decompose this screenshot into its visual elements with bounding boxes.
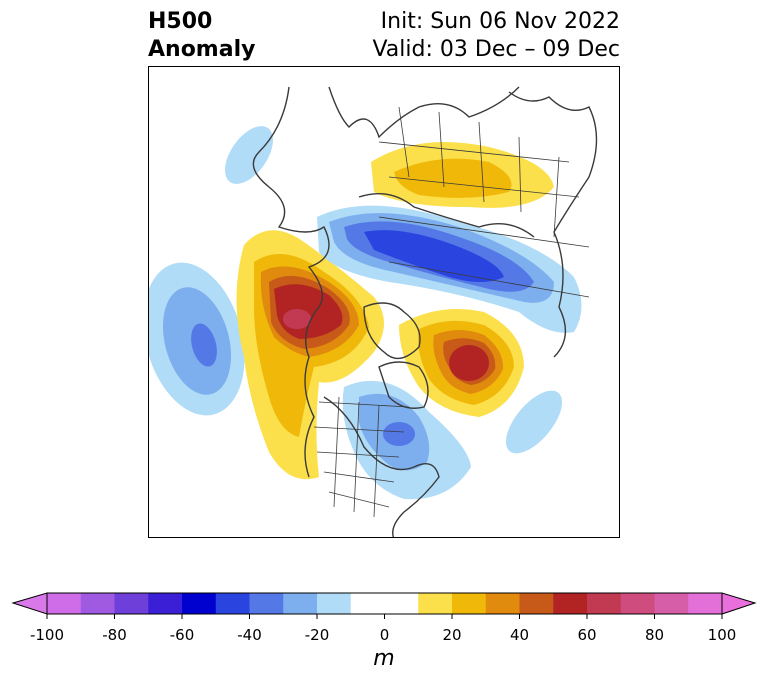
colorbar-ticks (46, 614, 723, 619)
anomaly-map (149, 86, 598, 537)
colorbar-tick-label: -60 (169, 626, 195, 644)
title-anomaly: Anomaly (148, 37, 256, 62)
colorbar-tick-label: -40 (237, 626, 262, 644)
colorbar-tick-label: -80 (102, 626, 127, 644)
colorbar-bin (148, 593, 183, 614)
colorbar-bin (114, 593, 149, 614)
colorbar-bin (688, 593, 723, 614)
colorbar-bin (654, 593, 689, 614)
colorbar-bin (587, 593, 622, 614)
colorbar-bin (80, 593, 115, 614)
colorbar-over-arrow (721, 592, 757, 615)
colorbar-bin (418, 593, 453, 614)
colorbar-bin (350, 593, 419, 614)
colorbar-bin (182, 593, 217, 614)
colorbar-tick-label: 60 (577, 626, 597, 644)
colorbar-bin (317, 593, 352, 614)
colorbar-tick-label: 20 (442, 626, 462, 644)
colorbar-bin (283, 593, 318, 614)
title-variable: H500 (148, 9, 213, 34)
colorbar-under-arrow (11, 592, 48, 615)
coastlines (252, 86, 598, 537)
colorbar-tick-label: -100 (29, 626, 65, 644)
title-right: Init: Sun 06 Nov 2022 Valid: 03 Dec – 09… (372, 8, 620, 64)
positive-anomaly-alaska-canada (236, 230, 384, 480)
negative-anomaly-north-pacific (149, 262, 245, 416)
colorbar-tick-label: 100 (707, 626, 737, 644)
title-left: H500 Anomaly (148, 8, 255, 64)
colorbar-bin (620, 593, 655, 614)
colorbar (11, 592, 757, 619)
colorbar-bin (47, 593, 82, 614)
colorbar-bins (47, 593, 723, 614)
colorbar-bin (519, 593, 554, 614)
colorbar-bin (215, 593, 250, 614)
colorbar-bin (553, 593, 588, 614)
colorbar-bin (452, 593, 487, 614)
positive-anomaly-greenland-europe (399, 308, 524, 417)
colorbar-tick-label: -20 (304, 626, 330, 644)
map-panel (148, 66, 620, 538)
negative-anomaly-kamchatka (225, 126, 273, 184)
colorbar-tick-label: 40 (509, 626, 530, 644)
colorbar-bin (485, 593, 520, 614)
colorbar-tick-label: 80 (644, 626, 665, 644)
colorbar-tick-label: 0 (379, 626, 390, 644)
negative-anomaly-eurasia (317, 205, 582, 333)
init-time: Init: Sun 06 Nov 2022 (380, 9, 620, 34)
negative-anomaly-north-atlantic (505, 390, 563, 454)
political-boundaries (313, 106, 590, 518)
colorbar-bin (249, 593, 284, 614)
valid-period: Valid: 03 Dec – 09 Dec (372, 37, 620, 62)
colorbar-units: m (373, 646, 395, 671)
